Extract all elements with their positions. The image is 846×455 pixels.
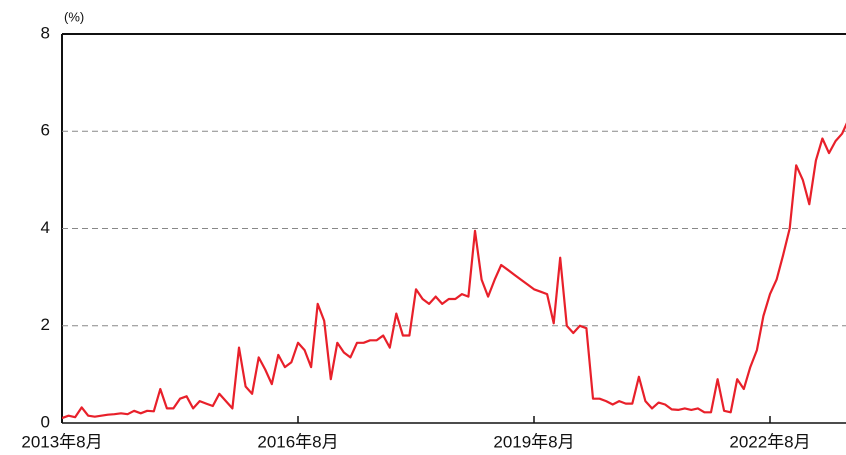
line-series	[62, 122, 846, 420]
x-tick-label: 2016年8月	[257, 432, 338, 451]
y-unit: (%)	[64, 9, 84, 24]
y-tick-label: 4	[41, 218, 50, 237]
x-tick-label: 2019年8月	[493, 432, 574, 451]
y-tick-label: 8	[41, 23, 50, 42]
y-tick-label: 6	[41, 121, 50, 140]
plot-area	[62, 122, 846, 420]
y-tick-label: 2	[41, 315, 50, 334]
y-tick-label: 0	[41, 412, 50, 431]
x-tick-label: 2013年8月	[21, 432, 102, 451]
x-tick-label: 2022年8月	[729, 432, 810, 451]
